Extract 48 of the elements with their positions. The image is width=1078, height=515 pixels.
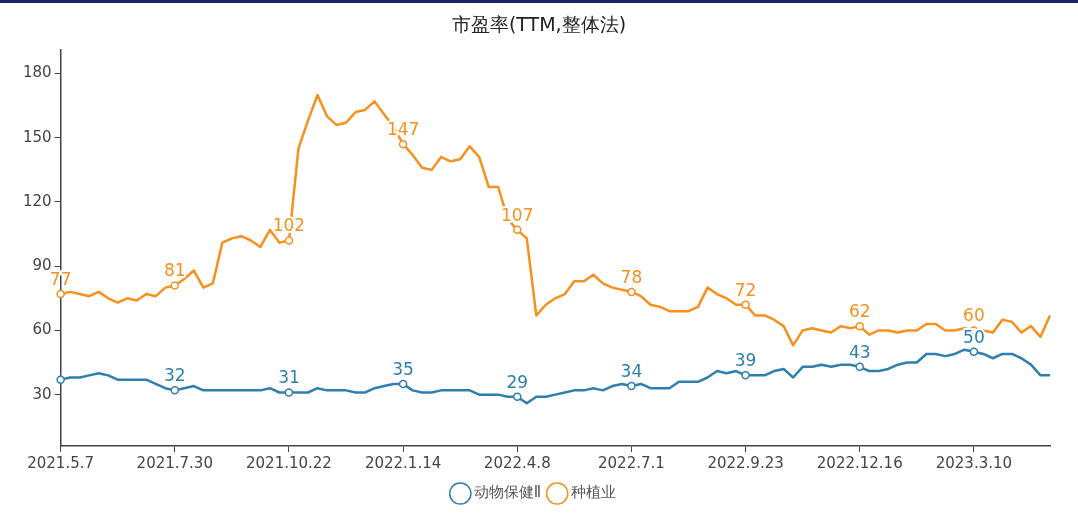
data-label: 29 xyxy=(506,371,529,392)
data-label: 32 xyxy=(163,365,186,386)
data-label: 60 xyxy=(963,305,985,326)
point xyxy=(513,392,522,402)
x-tick-label: 2022.1.14 xyxy=(364,453,442,472)
y-tick-label: 90 xyxy=(32,256,52,275)
y-tick-label: 30 xyxy=(32,384,52,403)
point xyxy=(627,287,636,297)
data-label: 50 xyxy=(963,326,985,347)
point xyxy=(741,300,750,309)
x-tick-label: 2022.9.23 xyxy=(707,453,784,472)
point xyxy=(855,321,864,331)
y-tick-label: 120 xyxy=(22,191,52,210)
legend-label: 种植业 xyxy=(570,483,616,502)
x-tick-label: 2022.4.8 xyxy=(483,453,551,472)
x-tick-label: 2021.10.22 xyxy=(246,453,332,472)
point xyxy=(56,289,65,299)
data-label: 39 xyxy=(734,350,757,371)
point xyxy=(627,381,636,391)
data-label: 78 xyxy=(620,266,643,287)
legend-label: 动物保健Ⅱ xyxy=(473,483,542,502)
point xyxy=(284,236,294,245)
point xyxy=(170,281,180,290)
point xyxy=(969,347,979,357)
x-tick-label: 2022.7.1 xyxy=(598,453,665,472)
point xyxy=(170,386,180,395)
point xyxy=(398,139,408,149)
x-tick-label: 2022.12.16 xyxy=(816,453,903,472)
point xyxy=(398,379,408,389)
data-label: 43 xyxy=(848,341,871,362)
x-tick-label: 2021.5.7 xyxy=(27,453,95,472)
y-tick-label: 60 xyxy=(32,320,52,339)
data-label: 31 xyxy=(278,367,300,388)
data-label: 72 xyxy=(734,279,757,300)
chart-title: 市盈率(TTM,整体法) xyxy=(450,12,628,37)
y-tick-label: 180 xyxy=(22,63,52,82)
data-label: 34 xyxy=(620,360,643,381)
x-tick-label: 2021.7.30 xyxy=(136,453,213,472)
point xyxy=(513,225,522,235)
data-label: 35 xyxy=(392,358,414,379)
data-label: 81 xyxy=(163,260,186,281)
data-label: 62 xyxy=(848,301,871,322)
point xyxy=(56,375,65,384)
point xyxy=(741,371,750,380)
point xyxy=(855,362,864,372)
x-tick-label: 2023.3.10 xyxy=(935,453,1013,472)
point xyxy=(284,388,294,397)
y-tick-label: 150 xyxy=(22,127,52,146)
